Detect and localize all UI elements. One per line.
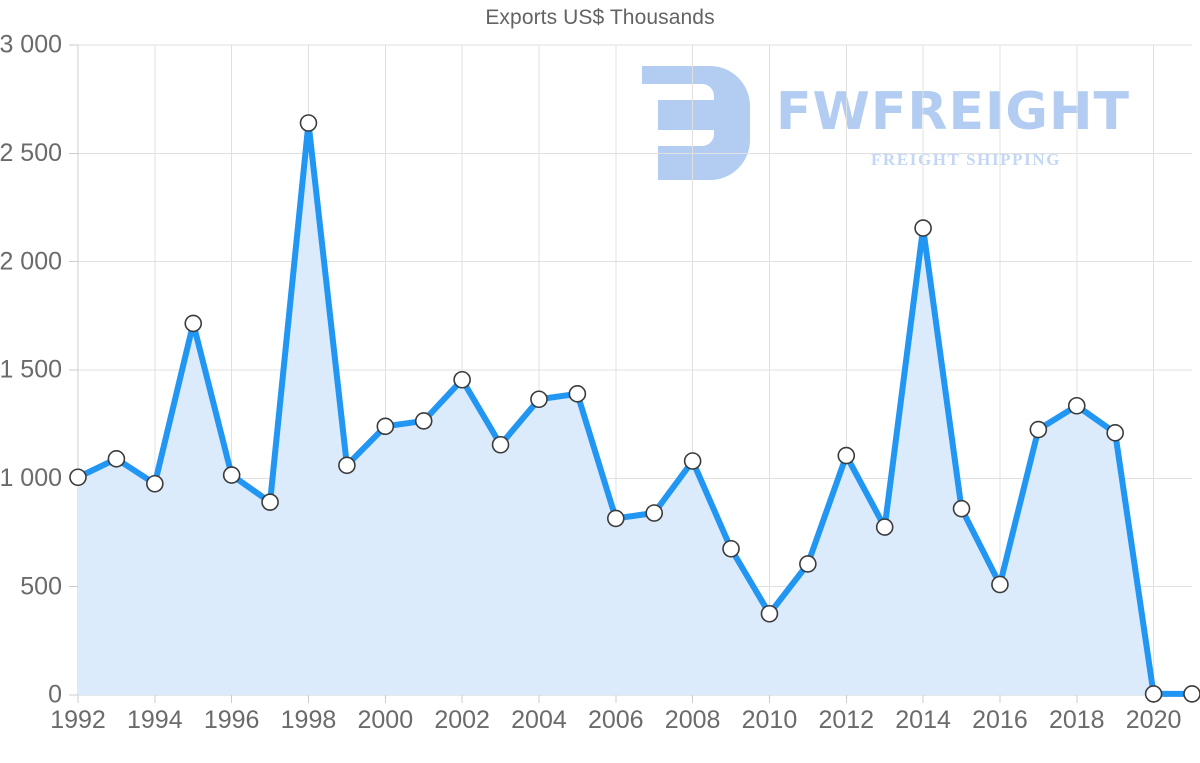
series-area (78, 123, 1192, 695)
y-axis-tick-label: 500 (20, 572, 62, 600)
y-axis-labels: 0 500 1 000 1 500 2 000 2 500 3 000 (0, 31, 62, 709)
data-point-marker[interactable] (952, 499, 971, 518)
x-axis-tick-label: 2008 (665, 706, 721, 734)
data-point-marker[interactable] (338, 456, 356, 475)
data-point-marker[interactable] (799, 555, 817, 573)
data-point-marker[interactable] (376, 417, 395, 436)
x-axis-ticks (77, 695, 1155, 703)
data-point-marker[interactable] (453, 370, 471, 389)
x-axis-tick-label: 2016 (972, 706, 1028, 734)
y-axis-tick-label: 3 000 (0, 31, 62, 59)
data-point-marker[interactable] (1029, 420, 1048, 439)
data-point-marker[interactable] (1183, 685, 1200, 703)
x-axis-tick-label: 2014 (895, 706, 951, 734)
x-axis-tick-label: 2018 (1049, 706, 1105, 734)
y-axis-tick-label: 2 500 (0, 139, 62, 167)
chart-title: Exports US$ Thousands (485, 6, 715, 29)
data-point-marker[interactable] (107, 450, 126, 468)
x-axis-tick-label: 2004 (511, 706, 567, 734)
x-axis-tick-label: 1992 (50, 706, 106, 734)
data-point-marker[interactable] (414, 412, 433, 430)
data-point-marker[interactable] (991, 575, 1009, 594)
x-axis-tick-label: 2010 (742, 706, 798, 734)
x-axis-tick-label: 1994 (127, 706, 183, 734)
data-point-marker[interactable] (683, 452, 702, 470)
x-axis-tick-label: 2002 (434, 706, 490, 734)
x-axis-tick-label: 1998 (281, 706, 337, 734)
x-axis-tick-label: 2000 (357, 706, 413, 734)
data-point-marker[interactable] (606, 509, 625, 528)
data-point-marker[interactable] (1067, 396, 1086, 415)
x-axis-tick-label: 2020 (1126, 706, 1182, 734)
data-point-marker[interactable] (568, 385, 587, 403)
x-axis-tick-label: 1996 (204, 706, 260, 734)
y-axis-tick-label: 1 500 (0, 356, 62, 384)
y-axis-ticks (69, 44, 78, 696)
data-point-marker[interactable] (146, 474, 164, 493)
x-axis-tick-label: 2006 (588, 706, 644, 734)
data-point-marker[interactable] (875, 518, 894, 536)
data-point-marker[interactable] (299, 114, 318, 132)
data-point-marker[interactable] (760, 604, 779, 623)
data-point-marker[interactable] (837, 446, 856, 465)
data-point-marker[interactable] (261, 493, 279, 511)
x-axis-tick-label: 2012 (818, 706, 874, 734)
y-axis-tick-label: 2 000 (0, 247, 62, 275)
x-axis-labels: 1992 1994 1996 1998 2000 2002 2004 2006 2008 2010… (50, 706, 1181, 734)
y-axis-tick-label: 0 (48, 681, 62, 709)
data-point-marker[interactable] (1144, 685, 1163, 703)
series-markers (69, 114, 1200, 703)
y-axis-tick-label: 1 000 (0, 464, 62, 492)
data-point-marker[interactable] (69, 468, 87, 487)
data-point-marker[interactable] (914, 219, 932, 237)
data-point-marker[interactable] (1106, 424, 1124, 442)
data-point-marker[interactable] (184, 314, 203, 333)
area-fill (78, 123, 1192, 695)
data-point-marker[interactable] (491, 435, 510, 454)
data-point-marker[interactable] (722, 539, 740, 558)
data-point-marker[interactable] (222, 466, 241, 484)
data-point-marker[interactable] (645, 504, 664, 522)
data-point-marker[interactable] (530, 390, 548, 409)
